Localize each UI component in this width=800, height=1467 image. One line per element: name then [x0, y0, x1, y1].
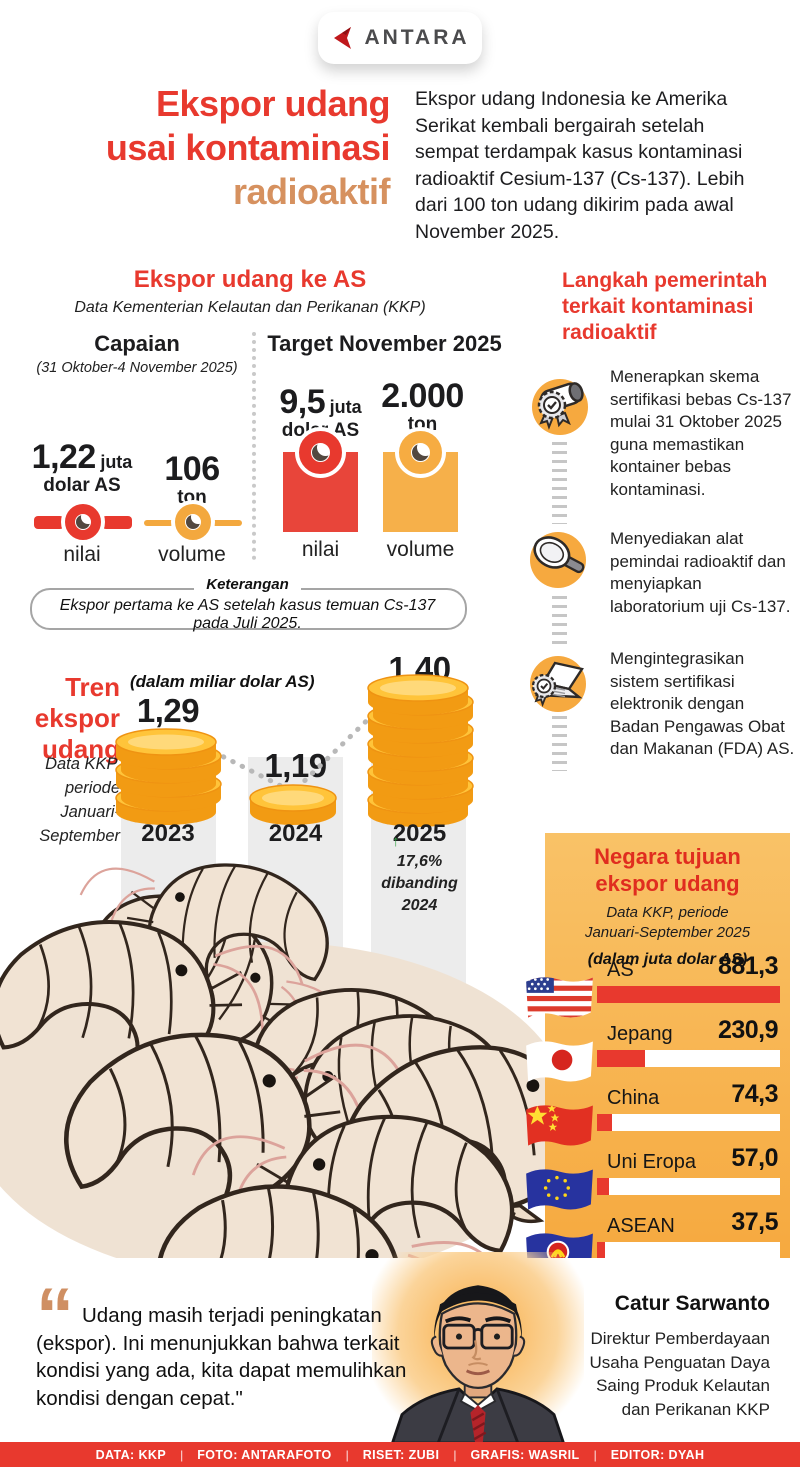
- footer-credits-bar: DATA: KKP | FOTO: ANTARAFOTO | RISET: ZUBI…: [0, 1442, 800, 1467]
- target-title: Target November 2025: [267, 331, 502, 356]
- capaian-nilai-value: 1,22 juta dolar AS: [31, 438, 133, 496]
- china-flag-icon: [526, 1105, 593, 1146]
- export-us-heading: Ekspor udang ke AS: [133, 266, 367, 293]
- dest-label-as: AS: [607, 959, 634, 981]
- destinations-heading: Negara tujuan ekspor udang: [594, 844, 741, 896]
- dest-label-jepang: Jepang: [607, 1023, 673, 1045]
- dest-label-uni-eropa: Uni Eropa: [607, 1151, 696, 1173]
- antara-logo-icon: [334, 27, 352, 49]
- japan-flag-icon: [526, 1041, 593, 1082]
- dest-bar-jepang: [597, 1050, 780, 1067]
- dashed-connector: [552, 442, 567, 524]
- title-line-3: radioaktif: [232, 171, 391, 212]
- title-line-1: Ekspor udang: [155, 83, 391, 124]
- trend-value-2024: 1,19: [264, 747, 327, 784]
- quote-author-role: Direktur Pemberdayaan Usaha Penguatan Da…: [589, 1329, 770, 1419]
- dest-value-asean: 37,5: [731, 1208, 778, 1236]
- quote-author-name: Catur Sarwanto: [614, 1292, 770, 1315]
- nilai-marker: [34, 502, 132, 542]
- antara-logo-text: ANTARA: [364, 26, 470, 49]
- dashed-connector: [552, 716, 567, 771]
- keterangan-text: Ekspor pertama ke AS setelah kasus temua…: [59, 597, 436, 632]
- dest-bar-china: [597, 1114, 780, 1131]
- target-volume-donut-icon: [399, 431, 442, 474]
- target-nilai-donut-icon: [299, 431, 342, 474]
- destinations-unit-note: (dalam juta dolar AS): [587, 951, 748, 968]
- credit-editor: EDITOR: DYAH: [610, 1447, 705, 1462]
- step-3-text: Mengintegrasikan sistem sertifikasi elek…: [610, 649, 795, 758]
- capaian-volume-label: volume: [158, 543, 226, 566]
- destinations-source: Data KKP, periode Januari-September 2025: [584, 904, 751, 941]
- trend-heading: Tren ekspor udang: [34, 672, 120, 764]
- us-flag-icon: [526, 977, 593, 1018]
- dotted-separator: [252, 332, 256, 560]
- credit-foto: FOTO: ANTARAFOTO: [197, 1447, 332, 1462]
- volume-marker: [144, 502, 242, 542]
- step-1-text: Menerapkan skema sertifikasi bebas Cs-13…: [610, 367, 792, 499]
- steps-heading: Langkah pemerintah terkait kontaminasi r…: [562, 269, 768, 344]
- up-arrow-icon: ↑: [392, 833, 400, 850]
- capaian-period: (31 Oktober-4 November 2025): [36, 360, 238, 376]
- trend-year-2025: 2025: [392, 820, 447, 847]
- antara-logo: ANTARA: [318, 12, 482, 64]
- destinations-panel: Negara tujuan ekspor udang Data KKP, per…: [526, 833, 790, 1274]
- dest-bar-uni-eropa: [597, 1178, 780, 1195]
- trend-unit-note: (dalam miliar dolar AS): [130, 672, 315, 691]
- dest-value-as: 881,3: [717, 952, 779, 980]
- target-volume-label: volume: [386, 538, 455, 561]
- trend-dotted-line: [211, 699, 389, 796]
- target-nilai-value: 9,5 juta dolar AS: [279, 383, 362, 441]
- capaian-volume-value: 106 ton: [164, 450, 220, 508]
- dest-value-jepang: 230,9: [717, 1016, 779, 1044]
- trend-year-2024: 2024: [268, 820, 323, 847]
- nilai-donut-icon: [65, 504, 101, 540]
- volume-donut-icon: [175, 504, 211, 540]
- capaian-nilai-label: nilai: [63, 543, 101, 566]
- dashed-connector: [552, 596, 567, 646]
- quote-icon: “: [36, 1273, 74, 1358]
- target-volume-value: 2.000 ton: [381, 377, 464, 435]
- eu-flag-icon: [526, 1169, 593, 1210]
- page-title: Ekspor udang usai kontaminasi radioaktif: [40, 82, 391, 214]
- coin-stacks-chart: [115, 674, 474, 827]
- export-us-source: Data Kementerian Kelautan dan Perikanan …: [74, 299, 426, 316]
- dest-value-uni-eropa: 57,0: [731, 1144, 778, 1172]
- dest-value-china: 74,3: [731, 1080, 778, 1108]
- keterangan-label: Keterangan: [30, 576, 465, 594]
- catur-sarwanto-portrait: [390, 1285, 566, 1443]
- dest-bar-as: [597, 986, 780, 1003]
- step-2-text: Menyediakan alat pemindai radioaktif dan…: [610, 529, 791, 616]
- trend-source: Data KKP, periode Januari- September: [39, 755, 120, 845]
- magnifier-icon: [527, 529, 589, 591]
- capaian-title: Capaian: [94, 331, 180, 356]
- dest-label-asean: ASEAN: [607, 1215, 675, 1237]
- quote-text: Udang masih terjadi peningkatan (ekspor)…: [36, 1304, 407, 1410]
- title-line-2: usai kontaminasi: [105, 127, 391, 168]
- credit-data: DATA: KKP: [95, 1447, 167, 1462]
- credit-riset: RISET: ZUBI: [362, 1447, 440, 1462]
- credit-grafis: GRAFIS: WASRIL: [470, 1447, 580, 1462]
- dest-label-china: China: [607, 1087, 660, 1109]
- certificate-roll-icon: [527, 374, 589, 436]
- trend-value-2023: 1,29: [136, 692, 200, 729]
- trend-year-2023: 2023: [141, 820, 195, 847]
- shrimp-pile-illustration: [0, 862, 548, 1260]
- trend-delta-note: 17,6% dibanding 2024: [381, 853, 458, 914]
- laptop-certificate-icon: [527, 651, 589, 713]
- intro-paragraph: Ekspor udang Indonesia ke Amerika Serika…: [415, 88, 745, 243]
- dest-bar-asean: [597, 1242, 780, 1259]
- target-nilai-label: nilai: [301, 538, 340, 561]
